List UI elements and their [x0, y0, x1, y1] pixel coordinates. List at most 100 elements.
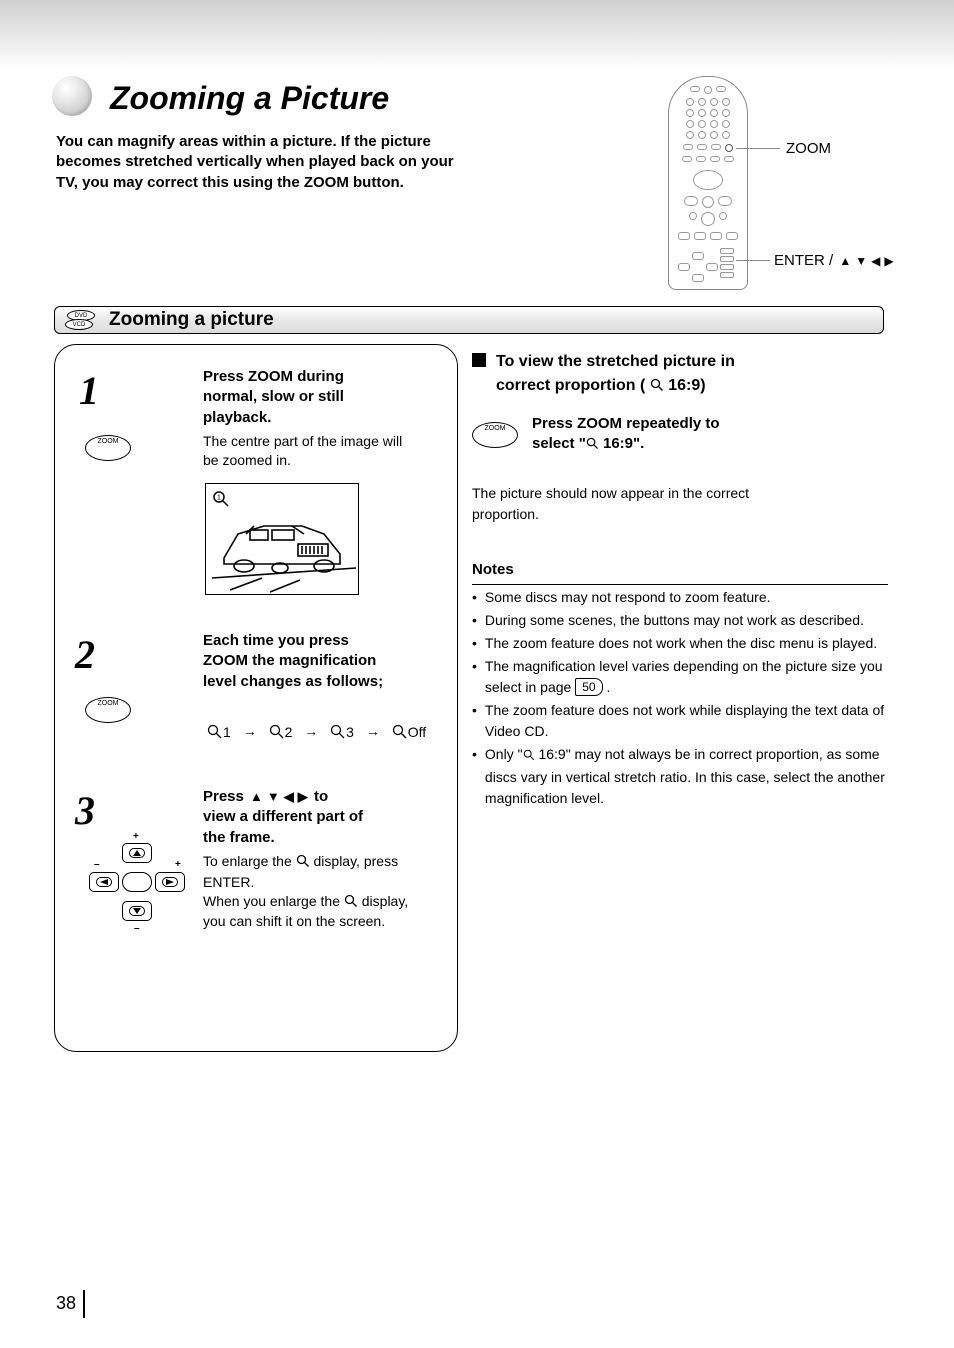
bullet-icon: • [472, 744, 477, 809]
zoom-button-label: ZOOM [473, 425, 517, 432]
step-number: 1 [79, 371, 99, 411]
step-number: 3 [75, 791, 95, 831]
section-sphere-decoration [52, 76, 92, 116]
dpad-illustration: + – – + [89, 843, 185, 923]
resume-step-line-2: select " 16:9". [532, 435, 644, 452]
bullet-icon: • [472, 700, 477, 742]
step-line: Press [203, 788, 248, 805]
step-line: to [310, 788, 328, 805]
note-text: Only " 16:9" may not always be in correc… [485, 744, 888, 809]
step-1-text: Press ZOOM during normal, slow or still … [203, 367, 433, 470]
step-3-text: Press ▲▼◀▶ to view a different part of t… [203, 787, 443, 931]
magnifier-icon [296, 854, 310, 873]
mag-level-text: 1 [217, 495, 221, 502]
notes-rule [472, 584, 888, 585]
step-line: the frame. [203, 829, 275, 846]
procedure-box: 1 ZOOM Press ZOOM during normal, slow or… [54, 344, 458, 1052]
step-sub-line: display, press [310, 853, 398, 869]
bullet-icon: • [472, 587, 477, 608]
magnifier-icon [523, 746, 535, 767]
bullet-icon: • [472, 633, 477, 654]
zoom-level-1: 1 [207, 724, 231, 740]
magnifier-icon [207, 724, 223, 740]
step-line: playback. [203, 409, 271, 426]
arrow-right-icon: → [366, 723, 380, 739]
triangle-left-icon: ◀ [871, 254, 880, 268]
step-line: ZOOM the magnification [203, 652, 376, 669]
resume-heading: To view the stretched picture in correct… [472, 350, 888, 400]
zoom-button-illustration: ZOOM [472, 422, 518, 448]
magnifier-icon [344, 894, 358, 913]
magnifier-icon [330, 724, 346, 740]
section-band: DVD VCD Zooming a picture [54, 306, 884, 334]
resume-heading-line-2: correct proportion ( 16:9) [496, 377, 706, 394]
dpad-left [89, 872, 119, 892]
remote-illustration: ZOOM ENTER / ▲ ▼ ◀ ▶ [668, 76, 918, 296]
dpad-up [122, 843, 152, 863]
magnifier-icon [269, 724, 285, 740]
note-text: During some scenes, the buttons may not … [485, 610, 864, 631]
step-line: level changes as follows; [203, 673, 383, 690]
page-number: 38 [56, 1293, 76, 1314]
zoom-button-label: ZOOM [86, 700, 130, 707]
step-line: Press ZOOM during [203, 368, 344, 385]
remote-label-enter-text: ENTER / [774, 252, 833, 269]
minus-icon: – [94, 859, 100, 870]
top-gradient [0, 0, 954, 70]
zoom-button-illustration: ZOOM [85, 435, 131, 461]
section-band-title: Zooming a picture [109, 309, 274, 331]
right-column: To view the stretched picture in correct… [472, 350, 888, 809]
intro-line: becomes stretched vertically when played… [56, 153, 454, 170]
notes-list: • Some discs may not respond to zoom feat… [472, 587, 888, 809]
triangle-up-icon: ▲ [839, 254, 851, 268]
resume-step-line: Press ZOOM repeatedly to [532, 415, 720, 432]
triangle-down-icon: ▼ [855, 254, 867, 268]
intro-line: You can magnify areas within a picture. … [56, 133, 431, 150]
square-bullet-icon [472, 353, 486, 367]
zoom-level-chain: 1 → 2 → 3 → Off [207, 723, 426, 740]
dpad-center [122, 872, 152, 892]
triangle-right-icon: ▶ [884, 254, 893, 268]
intro-paragraph: You can magnify areas within a picture. … [56, 132, 616, 193]
page-number-bar [83, 1290, 85, 1318]
resume-heading-line: To view the stretched picture in [496, 353, 735, 370]
desc-line: proportion. [472, 506, 539, 522]
step-sub-line: The centre part of the image will [203, 432, 433, 451]
dpad-right [155, 872, 185, 892]
arrow-keys-inline: ▲▼◀▶ [248, 789, 310, 804]
bullet-icon: • [472, 656, 477, 698]
zoom-level-2: 2 [269, 724, 293, 740]
step-sub-line: you can shift it on the screen. [203, 912, 443, 931]
note-item: • The zoom feature does not work when the… [472, 633, 888, 654]
arrow-right-icon: → [304, 723, 318, 739]
note-text: The magnification level varies depending… [485, 656, 888, 698]
plus-icon: + [175, 859, 181, 870]
step-sub-line: be zoomed in. [203, 451, 433, 470]
remote-label-enter-arrows: ENTER / ▲ ▼ ◀ ▶ [774, 252, 896, 269]
note-item: •During some scenes, the buttons may not… [472, 610, 888, 631]
note-text: The zoom feature does not work while dis… [485, 700, 888, 742]
minus-icon: – [134, 923, 140, 934]
zoom-button-label: ZOOM [86, 438, 130, 445]
note-text: The zoom feature does not work when the … [485, 633, 877, 654]
chain-label: 2 [285, 724, 293, 740]
resume-step: ZOOM Press ZOOM repeatedly to select " 1… [472, 414, 888, 455]
note-item: • Some discs may not respond to zoom feat… [472, 587, 888, 608]
step-sub-line: To enlarge the [203, 853, 296, 869]
disc-type-badge: DVD VCD [63, 310, 101, 330]
step-sub-line: display, [358, 893, 408, 909]
note-item: • Only " 16:9" may not always be in corr… [472, 744, 888, 809]
magnifier-icon [392, 724, 408, 740]
resume-description: The picture should now appear in the cor… [472, 483, 888, 525]
page-ref-badge: 50 [575, 678, 602, 696]
chain-label: 1 [223, 724, 231, 740]
note-text: Some discs may not respond to zoom featu… [485, 587, 771, 608]
chain-label: Off [408, 724, 426, 740]
desc-line: The picture should now appear in the cor… [472, 485, 749, 501]
plus-icon: + [133, 831, 139, 842]
magnifier-icon [586, 436, 599, 456]
arrow-right-icon: → [243, 723, 257, 739]
remote-label-zoom: ZOOM [786, 140, 831, 157]
zoom-level-3: 3 [330, 724, 354, 740]
step-line: view a different part of [203, 808, 363, 825]
